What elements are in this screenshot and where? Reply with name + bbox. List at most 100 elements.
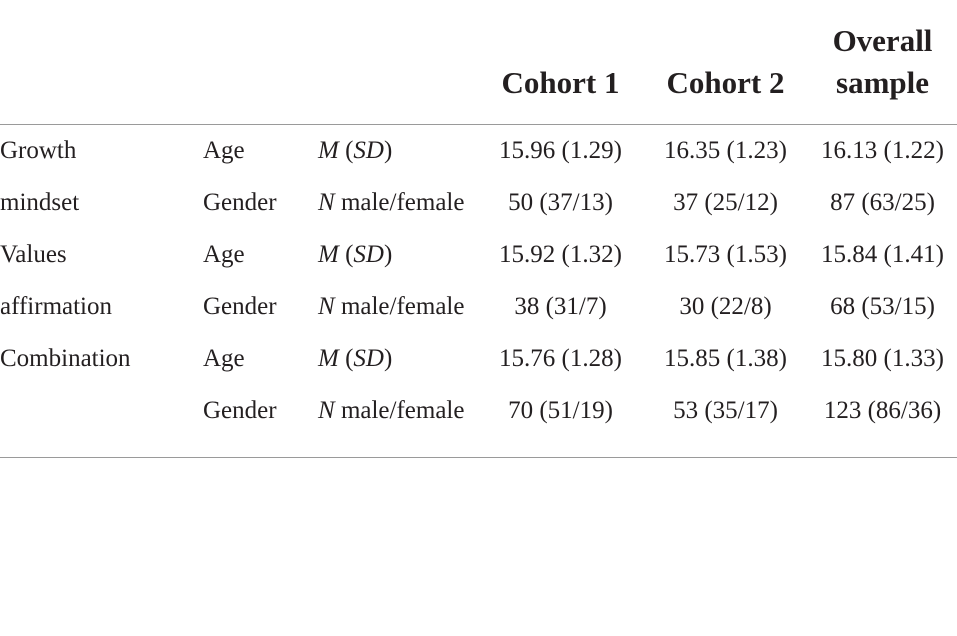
value-cell: 38 (31/7) [478,281,643,333]
statistic-part: ( [338,137,354,164]
value-cell: 50 (37/13) [478,177,643,229]
variable-cell: Age [203,125,318,178]
variable-label: Gender [203,397,277,424]
group-label: Combination [0,345,131,372]
table-row: Growth mindset Age M (SD) 15.96 (1.29) 16.35… [0,125,957,216]
value-cell: 15.85 (1.38) [643,333,808,385]
variable-cell: Age [203,229,318,281]
statistic-part: SD [353,345,384,372]
table-row: Gender N male/female 38 (31/7) 30 (22/8) 68 … [0,281,957,333]
value-cell: 70 (51/19) [478,385,643,458]
statistic-cell: M (SD) [318,333,478,385]
table-row: Gender N male/female 50 (37/13) 37 (25/12) 8… [0,177,957,229]
value-cell: 53 (35/17) [643,385,808,458]
demographics-table: Cohort 1 Cohort 2 Overall sample Growth mi… [0,0,957,458]
value-cell: 123 (86/36) [808,385,957,458]
statistic-label: N male/female [318,385,468,437]
statistic-label: N male/female [318,281,468,333]
variable-label: Gender [203,189,277,216]
table-row: Gender N male/female 70 (51/19) 53 (35/17) 1… [0,385,957,458]
variable-cell: Gender [203,281,318,333]
value-cell: 15.80 (1.33) [808,333,957,385]
value-cell: 68 (53/15) [808,281,957,333]
statistic-part: N [318,397,335,424]
statistic-label: M (SD) [318,333,468,385]
value-cell: 15.76 (1.28) [478,333,643,385]
value-text: 15.85 (1.38) [664,345,787,372]
statistic-label: N male/female [318,177,468,229]
table-row: Combination Age M (SD) 15.76 (1.28) 15.85 (1… [0,333,957,458]
statistic-cell: M (SD) [318,229,478,281]
column-header: Overall sample [808,0,957,125]
value-cell: 87 (63/25) [808,177,957,229]
statistic-part: M [318,241,339,268]
header-blank [0,0,203,125]
statistic-part: ) [383,345,393,372]
value-cell: 16.35 (1.23) [643,125,808,178]
value-cell: 15.96 (1.29) [478,125,643,178]
statistic-cell: M (SD) [318,125,478,178]
group-cell: Values affirmation [0,229,203,333]
header-blank [318,0,478,125]
value-cell: 37 (25/12) [643,177,808,229]
value-text: 123 (86/36) [823,397,942,424]
variable-cell: Gender [203,177,318,229]
statistic-part: M [318,345,339,372]
column-header: Cohort 1 [478,0,643,125]
statistic-part: SD [353,241,384,268]
value-text: 38 (31/7) [514,293,607,320]
column-header: Cohort 2 [643,0,808,125]
table-row: Values affirmation Age M (SD) 15.92 (1.32) 1… [0,229,957,320]
statistic-part: male/female [334,189,465,216]
value-cell: 15.73 (1.53) [643,229,808,281]
variable-label: Gender [203,293,277,320]
value-cell: 30 (22/8) [643,281,808,333]
variable-label: Age [203,241,245,268]
statistic-part: male/female [334,293,465,320]
statistic-part: ) [383,137,393,164]
value-text: 50 (37/13) [508,189,613,216]
value-text: 87 (63/25) [830,189,935,216]
statistic-part: ( [338,241,354,268]
variable-cell: Gender [203,385,318,458]
variable-label: Age [203,137,245,164]
variable-label: Age [203,345,245,372]
value-text: 15.96 (1.29) [499,137,622,164]
statistic-cell: N male/female [318,385,478,458]
group-label: Values affirmation [0,241,112,320]
statistic-part: ) [383,241,393,268]
value-text: 37 (25/12) [673,189,778,216]
statistic-part: SD [353,137,384,164]
value-text: 30 (22/8) [679,293,772,320]
header-blank [203,0,318,125]
header-row: Cohort 1 Cohort 2 Overall sample [0,0,957,125]
statistic-label: M (SD) [318,229,468,281]
value-cell: 16.13 (1.22) [808,125,957,178]
value-text: 16.35 (1.23) [664,137,787,164]
statistic-part: N [318,293,335,320]
table-body: Growth mindset Age M (SD) 15.96 (1.29) 16.35… [0,125,957,458]
statistic-part: male/female [334,397,465,424]
statistic-part: N [318,189,335,216]
value-text: 15.73 (1.53) [664,241,787,268]
group-label: Growth mindset [0,137,80,216]
value-text: 16.13 (1.22) [821,137,944,164]
value-text: 15.76 (1.28) [499,345,622,372]
value-text: 70 (51/19) [508,397,613,424]
statistic-part: M [318,137,339,164]
value-text: 53 (35/17) [673,397,778,424]
group-cell: Combination [0,333,203,458]
statistic-part: ( [338,345,354,372]
table-header: Cohort 1 Cohort 2 Overall sample [0,0,957,125]
value-cell: 15.84 (1.41) [808,229,957,281]
value-text: 15.92 (1.32) [499,241,622,268]
statistic-label: M (SD) [318,125,468,177]
variable-cell: Age [203,333,318,385]
statistic-cell: N male/female [318,177,478,229]
value-cell: 15.92 (1.32) [478,229,643,281]
value-text: 68 (53/15) [830,293,935,320]
value-text: 15.80 (1.33) [821,345,944,372]
group-cell: Growth mindset [0,125,203,230]
value-text: 15.84 (1.41) [821,241,944,268]
